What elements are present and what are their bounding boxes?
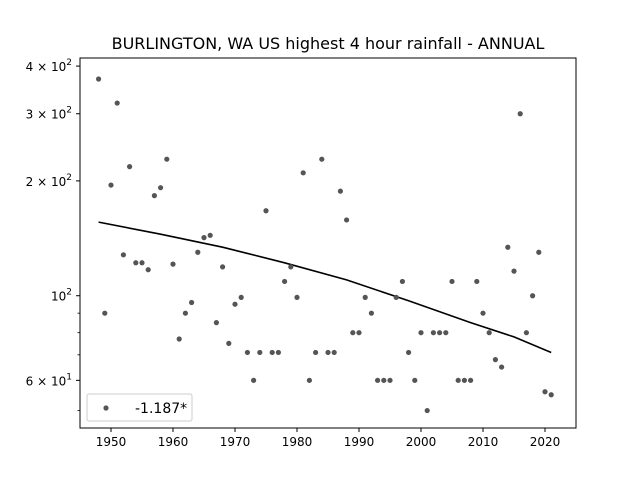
trend-layer [98, 221, 552, 354]
data-point [127, 164, 133, 170]
data-point [375, 377, 381, 383]
data-point [362, 294, 368, 300]
trend-line [98, 221, 552, 354]
y-tick-label: 6 × 101 [26, 372, 72, 388]
data-point [114, 100, 120, 106]
data-point [455, 377, 461, 383]
data-point [393, 294, 399, 300]
data-point [182, 310, 188, 316]
x-tick-label: 1990 [344, 435, 375, 449]
data-point [275, 349, 281, 356]
data-point [468, 377, 474, 383]
x-tick-label: 1960 [158, 435, 189, 449]
y-axis: 6 × 101 102 2 × 102 3 × 102 4 × 102 [26, 58, 80, 411]
data-point [306, 377, 312, 383]
data-point [300, 170, 306, 176]
chart-title: BURLINGTON, WA US highest 4 hour rainfal… [112, 34, 545, 53]
data-point [151, 193, 157, 199]
data-point [499, 364, 505, 370]
data-point [139, 260, 145, 266]
y-tick-label: 3 × 102 [26, 106, 72, 122]
x-tick-label: 1970 [220, 435, 251, 449]
y-tick-label: 2 × 102 [26, 173, 72, 189]
data-point [207, 232, 213, 238]
data-point [406, 349, 412, 356]
data-point [189, 299, 195, 306]
data-point [226, 340, 232, 346]
data-point [437, 330, 443, 336]
data-point [461, 377, 467, 383]
data-point [263, 208, 269, 214]
legend-label: -1.187* [135, 401, 187, 417]
data-point [381, 377, 387, 383]
legend: -1.187* [86, 393, 193, 422]
data-point [449, 278, 455, 285]
data-point [523, 330, 530, 336]
data-point [213, 320, 219, 326]
data-point [474, 278, 480, 285]
data-point [294, 294, 300, 300]
data-point [238, 294, 244, 300]
data-point [344, 217, 350, 223]
x-tick-label: 2020 [530, 435, 561, 449]
data-point [337, 188, 343, 194]
legend-marker [103, 405, 109, 411]
data-point [430, 330, 436, 336]
data-point [492, 357, 498, 363]
data-point [399, 278, 405, 285]
data-point [387, 377, 393, 383]
data-point [176, 336, 182, 342]
plot-area [79, 57, 577, 429]
data-point [424, 407, 430, 414]
data-point [220, 264, 226, 270]
data-point [201, 235, 207, 241]
legend-box [86, 393, 193, 422]
data-point [251, 377, 257, 383]
data-point [350, 330, 356, 336]
data-point [232, 301, 238, 307]
data-point [331, 349, 337, 356]
data-point [170, 261, 176, 267]
data-point [511, 268, 517, 274]
data-point [133, 260, 139, 266]
data-point [356, 330, 362, 336]
data-point [486, 330, 492, 336]
data-point [530, 293, 536, 299]
data-point [418, 330, 424, 336]
data-point [120, 252, 126, 258]
data-point [412, 377, 418, 383]
data-point [542, 389, 548, 395]
data-point [282, 278, 288, 285]
data-point [517, 111, 523, 117]
data-point [257, 349, 263, 356]
data-point [548, 392, 554, 398]
y-tick-label: 4 × 102 [26, 58, 72, 74]
data-point [164, 156, 170, 162]
data-point [96, 76, 102, 82]
data-point [108, 182, 114, 188]
data-point [269, 349, 275, 356]
x-tick-label: 1950 [96, 435, 127, 449]
data-point [325, 349, 331, 356]
data-point [368, 310, 374, 316]
data-point [319, 156, 325, 162]
data-point [145, 267, 151, 273]
data-point [536, 249, 542, 255]
data-point [505, 244, 511, 250]
data-point [195, 249, 201, 255]
x-tick-label: 2010 [468, 435, 499, 449]
data-point [244, 349, 250, 356]
data-point [443, 330, 449, 336]
data-point [102, 310, 108, 316]
y-tick-label: 102 [51, 288, 72, 304]
points-layer [96, 76, 554, 414]
x-tick-label: 1980 [282, 435, 313, 449]
data-point [288, 264, 294, 270]
x-axis: 1950 1960 1970 1980 1990 2000 2010 2020 [96, 428, 561, 449]
data-point [480, 310, 486, 316]
data-point [158, 185, 164, 191]
x-tick-label: 2000 [406, 435, 437, 449]
data-point [313, 349, 319, 356]
